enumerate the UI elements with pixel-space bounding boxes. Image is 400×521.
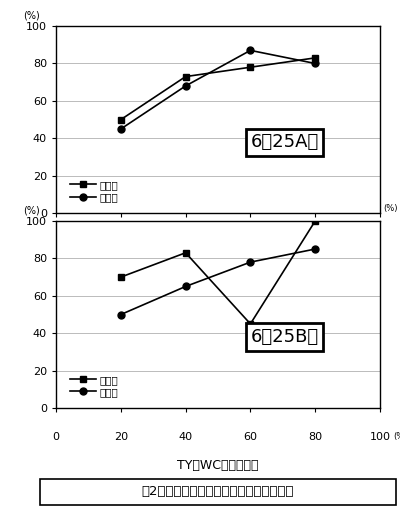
Text: 100: 100 [370,432,390,442]
Text: (%): (%) [383,204,398,213]
推定値 [248,64,253,70]
Text: 60: 60 [243,432,258,442]
Text: 図2．．クローバ率推定値と実測値の関係: 図2．．クローバ率推定値と実測値の関係 [142,486,294,499]
実測値 [248,259,253,265]
推定値 [118,117,123,123]
Text: 40: 40 [178,432,193,442]
推定値 [248,321,253,327]
実測値 [118,312,123,318]
実測値 [313,246,318,252]
FancyBboxPatch shape [40,478,396,505]
Text: 6．25A区: 6．25A区 [250,133,319,151]
推定値 [313,55,318,61]
実測値 [248,47,253,54]
Legend: 推定値, 実測値: 推定値, 実測値 [68,373,121,399]
実測値 [313,60,318,67]
Text: (%): (%) [393,432,400,441]
推定値 [313,218,318,224]
推定値 [183,250,188,256]
実測値 [183,283,188,290]
Text: TYとWCの播種比率: TYとWCの播種比率 [177,459,259,472]
推定値 [118,274,123,280]
実測値 [183,83,188,89]
Line: 推定値: 推定値 [117,217,319,327]
推定値 [183,73,188,80]
Text: 0: 0 [52,432,60,442]
Line: 実測値: 実測値 [117,245,319,318]
Text: (%): (%) [24,10,40,20]
実測値 [118,126,123,132]
Line: 推定値: 推定値 [117,54,319,123]
Text: (%): (%) [24,205,40,215]
Text: 20: 20 [114,432,128,442]
Line: 実測値: 実測値 [117,47,319,132]
Text: 80: 80 [308,432,322,442]
Text: 6．25B区: 6．25B区 [250,328,318,346]
Legend: 推定値, 実測値: 推定値, 実測値 [68,178,121,204]
